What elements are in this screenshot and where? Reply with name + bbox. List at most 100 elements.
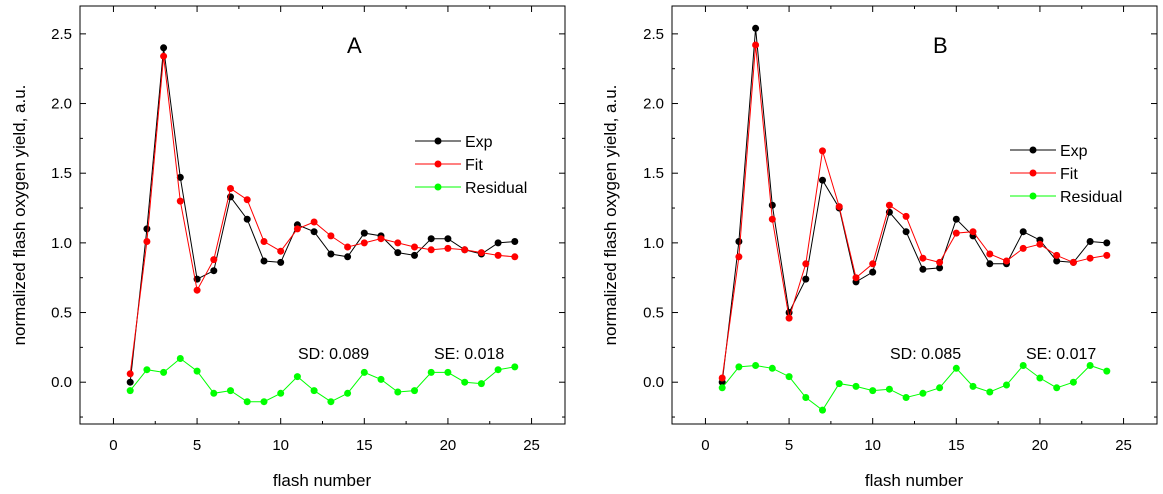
legend-label-exp-b: Exp	[1060, 143, 1088, 160]
point-residual-b-2	[735, 363, 743, 371]
point-residual-a-13	[327, 398, 335, 406]
point-exp-b-7	[819, 176, 826, 184]
point-fit-a-13	[327, 232, 335, 240]
point-exp-a-4	[176, 173, 184, 181]
point-residual-a-24	[511, 363, 519, 371]
y-tick-label-a-3: 1.5	[51, 165, 72, 182]
point-residual-a-12	[310, 387, 318, 395]
point-exp-b-2	[735, 238, 743, 245]
point-exp-b-6	[802, 275, 810, 283]
point-exp-a-24	[511, 238, 519, 245]
point-residual-b-23	[1086, 362, 1094, 369]
point-residual-b-15	[952, 364, 960, 372]
legend-marker-fit-a	[434, 160, 442, 168]
point-exp-a-19	[427, 235, 435, 243]
point-fit-a-14	[344, 243, 352, 251]
series-line-exp-a	[129, 47, 515, 383]
point-residual-b-4	[768, 364, 776, 372]
point-fit-a-5	[193, 286, 201, 294]
point-residual-b-5	[785, 373, 793, 381]
point-residual-a-2	[143, 366, 151, 374]
point-fit-b-3	[752, 41, 760, 49]
x-tick-label-b-15: 15	[948, 437, 965, 454]
point-fit-a-19	[427, 246, 435, 254]
y-tick-label-b-1: 0.5	[643, 305, 664, 322]
point-residual-a-3	[160, 368, 168, 376]
point-residual-b-7	[819, 406, 826, 414]
legend-marker-residual-b	[1029, 192, 1037, 200]
y-tick-label-b-3: 1.5	[643, 165, 664, 182]
point-residual-b-13	[919, 389, 927, 397]
point-fit-b-16	[969, 228, 977, 236]
series-line-fit-a	[129, 56, 515, 374]
point-exp-a-8	[243, 215, 251, 223]
point-residual-a-14	[344, 389, 352, 397]
point-fit-a-20	[444, 244, 452, 252]
point-fit-b-4	[768, 215, 776, 223]
x-tick-label-b-10: 10	[864, 437, 881, 454]
point-residual-a-10	[277, 389, 285, 397]
point-residual-a-17	[394, 388, 402, 396]
axis-ticks-a: 0 5 10 15 20 25 0.0 0.5 1.0 1.5 2.0 2.5	[51, 6, 565, 454]
y-tick-label-b-4: 2.0	[643, 96, 664, 113]
series-layer-b	[718, 24, 1111, 414]
point-fit-b-7	[819, 147, 826, 155]
point-exp-b-13	[919, 265, 927, 273]
point-residual-b-18	[1003, 381, 1010, 389]
point-residual-b-12	[902, 394, 910, 401]
point-exp-b-21	[1053, 257, 1061, 265]
point-residual-b-11	[885, 385, 893, 393]
point-residual-a-9	[260, 398, 268, 406]
legend-label-residual-a: Residual	[465, 180, 527, 197]
point-fit-b-19	[1019, 244, 1027, 252]
point-fit-b-22	[1069, 258, 1077, 266]
point-residual-a-18	[411, 387, 418, 395]
panel-label-b: B	[933, 33, 948, 58]
legend-item-exp-a: Exp	[415, 134, 493, 151]
x-axis-title-a: flash number	[273, 471, 372, 490]
y-tick-label-a-5: 2.5	[51, 26, 72, 43]
point-fit-a-18	[411, 243, 418, 251]
point-exp-a-3	[160, 44, 168, 52]
x-tick-label-b-0: 0	[701, 437, 709, 454]
legend-label-exp-a: Exp	[465, 134, 493, 151]
x-tick-label-b-5: 5	[785, 437, 793, 454]
point-fit-b-15	[952, 229, 960, 237]
point-residual-a-16	[377, 375, 385, 383]
x-tick-label-a-5: 5	[193, 437, 201, 454]
se-annotation-a: SE: 0.018	[434, 346, 504, 363]
legend-item-fit-a: Fit	[415, 157, 483, 174]
se-annotation-b: SE: 0.017	[1026, 346, 1096, 363]
point-residual-b-20	[1036, 374, 1044, 382]
point-fit-b-14	[936, 258, 944, 266]
point-fit-a-24	[511, 253, 519, 261]
series-line-residual-b	[721, 364, 1107, 411]
point-fit-a-9	[260, 238, 268, 245]
point-fit-a-4	[176, 197, 184, 205]
point-fit-a-1	[126, 370, 134, 378]
point-residual-a-23	[494, 366, 502, 374]
y-tick-label-a-1: 0.5	[51, 305, 72, 322]
point-residual-a-22	[477, 380, 485, 388]
point-fit-b-13	[919, 254, 927, 262]
x-tick-label-a-20: 20	[440, 437, 457, 454]
y-axis-title-b: normalized flash oxygen yield, a.u.	[601, 85, 620, 346]
point-fit-b-12	[902, 212, 910, 220]
point-exp-a-23	[494, 239, 502, 247]
x-tick-label-b-25: 25	[1115, 437, 1132, 454]
point-fit-b-6	[802, 260, 810, 268]
point-fit-a-15	[360, 239, 368, 247]
point-fit-b-23	[1086, 254, 1094, 262]
point-fit-b-1	[718, 374, 726, 382]
point-exp-b-15	[952, 215, 960, 223]
point-residual-b-9	[852, 382, 860, 390]
series-layer-a	[126, 44, 519, 406]
point-residual-a-21	[461, 378, 469, 386]
point-exp-a-2	[143, 225, 151, 233]
point-residual-a-8	[243, 398, 251, 406]
point-fit-a-3	[160, 52, 168, 60]
point-residual-b-22	[1069, 378, 1077, 386]
series-line-residual-a	[129, 357, 515, 403]
panel-a: 0 5 10 15 20 25 0.0 0.5 1.0 1.5 2.0 2.5 A flash num…	[10, 5, 566, 490]
